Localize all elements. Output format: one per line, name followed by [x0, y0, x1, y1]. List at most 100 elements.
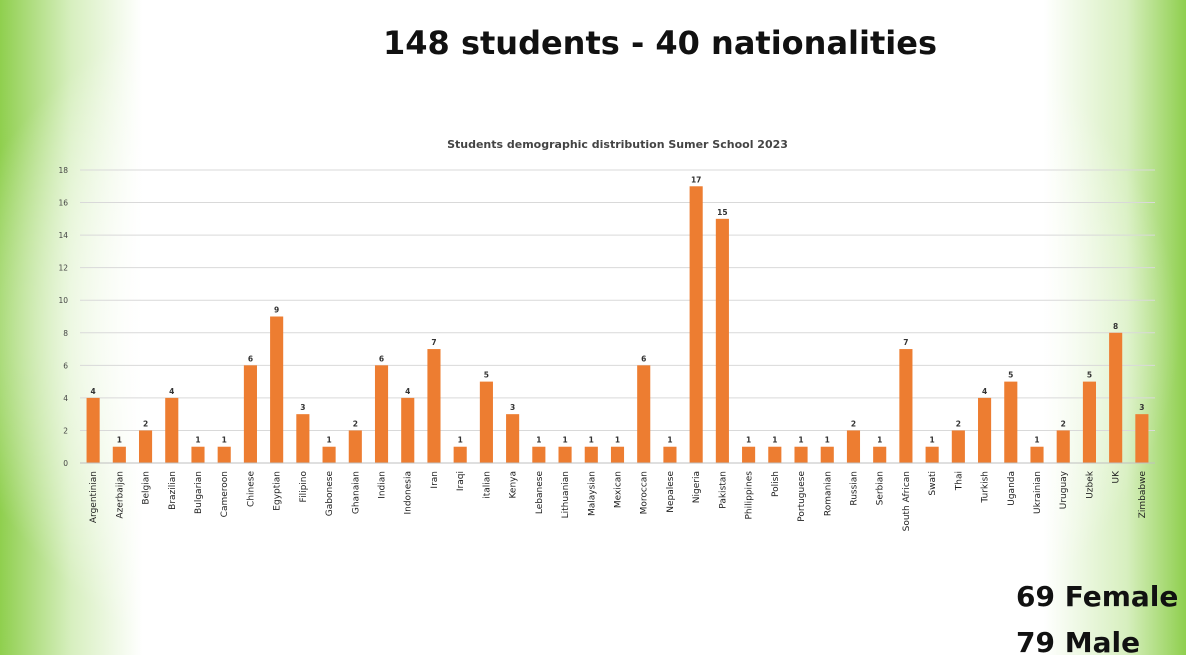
bar-italian [479, 381, 493, 463]
bar-indian [374, 365, 389, 463]
bar-zimbabwe [1135, 414, 1149, 463]
data-label: 1 [562, 436, 567, 445]
data-label: 2 [1061, 419, 1066, 428]
category-label: Ghanaian [351, 471, 361, 514]
bar-egyptian [270, 316, 284, 463]
data-label: 1 [772, 436, 777, 445]
category-label: Polish [771, 471, 781, 497]
data-label: 5 [1087, 371, 1092, 380]
category-label: italian [482, 471, 492, 499]
bar-chinese [243, 365, 257, 463]
data-label: 2 [143, 419, 148, 428]
category-label: Serbian [876, 471, 886, 505]
category-label: Belgian [142, 471, 152, 505]
y-tick-label: 8 [63, 329, 68, 338]
bar-ukrainian [1030, 446, 1044, 463]
bar-lithuanian [558, 446, 572, 463]
data-label: 7 [431, 338, 436, 347]
category-label: Nigeria [692, 471, 702, 503]
data-label: 2 [353, 419, 358, 428]
category-label: Mexican [614, 471, 624, 508]
bar-malaysian [584, 446, 598, 463]
category-label: Iran [430, 471, 440, 489]
category-label: Bulgarian [194, 471, 204, 514]
slide-headline: 148 students - 40 nationalities [383, 24, 937, 62]
data-label: 3 [1139, 403, 1144, 412]
category-label: Uruguay [1059, 470, 1069, 509]
bar-uruguay [1056, 430, 1070, 463]
data-label: 1 [825, 436, 830, 445]
category-label: Egyptian [273, 471, 283, 511]
category-label: Malaysian [587, 471, 597, 516]
category-label: Brazilian [168, 471, 178, 510]
data-label: 1 [798, 436, 803, 445]
chart-title: Students demographic distribution Sumer … [447, 138, 788, 151]
data-label: 1 [746, 436, 751, 445]
bar-nepalese [663, 446, 677, 463]
data-label: 3 [300, 403, 305, 412]
y-tick-label: 10 [58, 296, 68, 305]
bar-romanian [820, 446, 834, 463]
y-tick-label: 14 [58, 231, 68, 240]
category-label: Gabonese [325, 471, 335, 517]
data-label: 4 [91, 387, 96, 396]
category-label: Indian [378, 471, 388, 499]
y-tick-label: 4 [63, 394, 68, 403]
bar-azerbaijan [112, 446, 126, 463]
data-label: 1 [536, 436, 541, 445]
data-label: 8 [1113, 322, 1118, 331]
data-label: 5 [484, 371, 489, 380]
male-count: 79 Male [1016, 626, 1141, 659]
y-tick-label: 2 [63, 426, 68, 435]
category-label: Filipino [299, 471, 309, 503]
category-label: UK [1112, 470, 1122, 484]
bar-cameroon [217, 446, 231, 463]
category-label: Romanian [823, 471, 833, 516]
category-label: Ukrainian [1033, 471, 1043, 514]
bar-south-african [899, 349, 913, 463]
category-label: Azerbaijan [115, 471, 125, 519]
bar-swati [925, 446, 939, 463]
data-label: 1 [117, 436, 122, 445]
bar-uk [1109, 332, 1123, 463]
bar-belgian [138, 430, 153, 463]
category-label: Indonesia [404, 471, 414, 515]
category-label: Swati [928, 471, 938, 496]
data-label: 1 [458, 436, 463, 445]
data-label: 2 [956, 419, 961, 428]
bar-indonesia [401, 397, 415, 463]
category-label: Argentinian [89, 471, 99, 523]
data-label: 1 [222, 436, 227, 445]
data-label: 5 [1008, 371, 1013, 380]
category-label: Lithuanian [561, 471, 571, 518]
data-label: 1 [589, 436, 594, 445]
data-label: 1 [877, 436, 882, 445]
data-label: 2 [851, 419, 856, 428]
data-label: 3 [510, 403, 515, 412]
data-label: 6 [248, 354, 253, 363]
y-tick-label: 18 [58, 166, 68, 175]
data-label: 9 [274, 306, 279, 315]
bar-lebanese [532, 446, 546, 463]
data-label: 15 [717, 208, 727, 217]
data-label: 1 [326, 436, 331, 445]
bar-serbian [873, 446, 887, 463]
category-label: Russian [849, 471, 859, 506]
bar-iran [427, 349, 441, 463]
category-label: Cameroon [220, 471, 230, 517]
bar-iraqi [453, 446, 467, 463]
category-label: Uzbek [1085, 470, 1095, 499]
bar-nigeria [689, 186, 703, 463]
bar-bulgarian [191, 446, 205, 463]
data-label: 7 [903, 338, 908, 347]
y-tick-label: 6 [63, 361, 68, 370]
category-label: Turkish [981, 471, 991, 504]
category-label: Moroccan [640, 471, 650, 514]
bars [86, 186, 1149, 463]
data-label: 4 [982, 387, 987, 396]
bar-ghanaian [348, 430, 362, 463]
bar-philippines [742, 446, 756, 463]
category-label: Zimbabwe [1138, 471, 1148, 519]
